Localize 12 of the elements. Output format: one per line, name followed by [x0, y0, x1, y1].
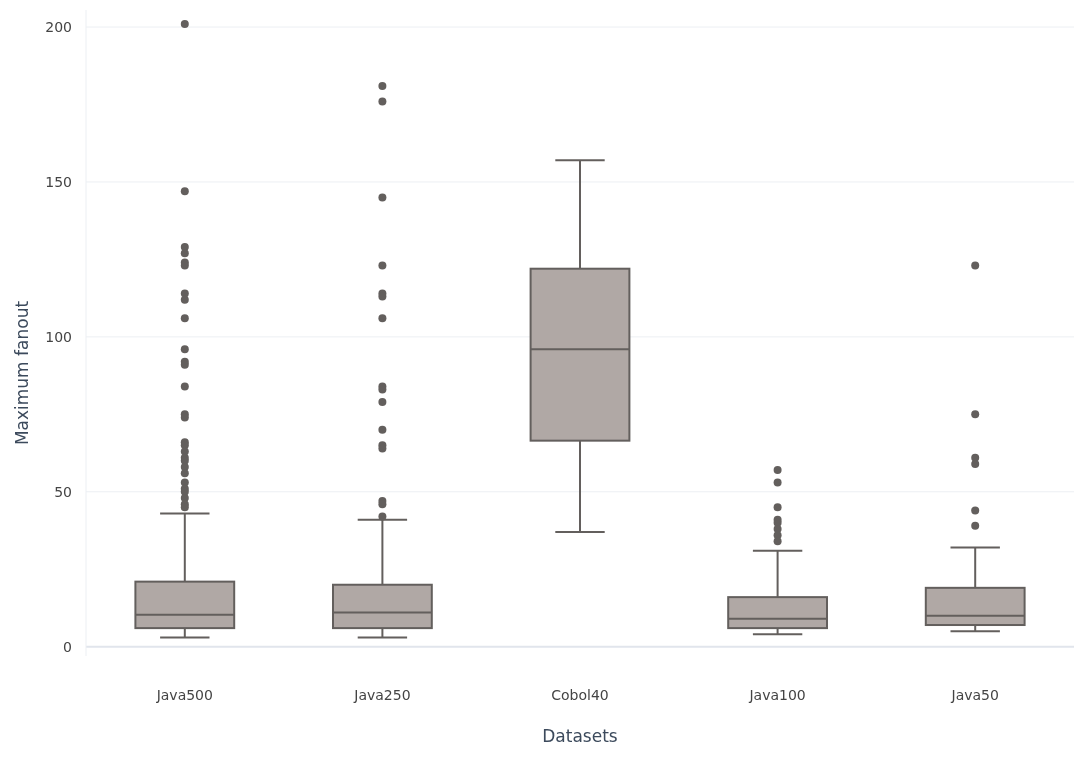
y-tick-label: 200	[45, 18, 72, 35]
x-tick-label: Cobol40	[551, 687, 609, 703]
x-tick-label: Java500	[155, 687, 213, 703]
y-tick-label: 0	[63, 638, 72, 655]
x-tick-label: Java50	[950, 687, 999, 703]
x-tick-label: Java250	[353, 687, 411, 703]
x-tick-label: Java100	[748, 687, 806, 703]
y-tick-label: 100	[45, 328, 72, 345]
y-tick-label: 150	[45, 173, 72, 190]
x-axis-title: Datasets	[542, 726, 618, 746]
y-tick-label: 50	[54, 483, 72, 500]
y-axis-title: Maximum fanout	[12, 300, 32, 446]
